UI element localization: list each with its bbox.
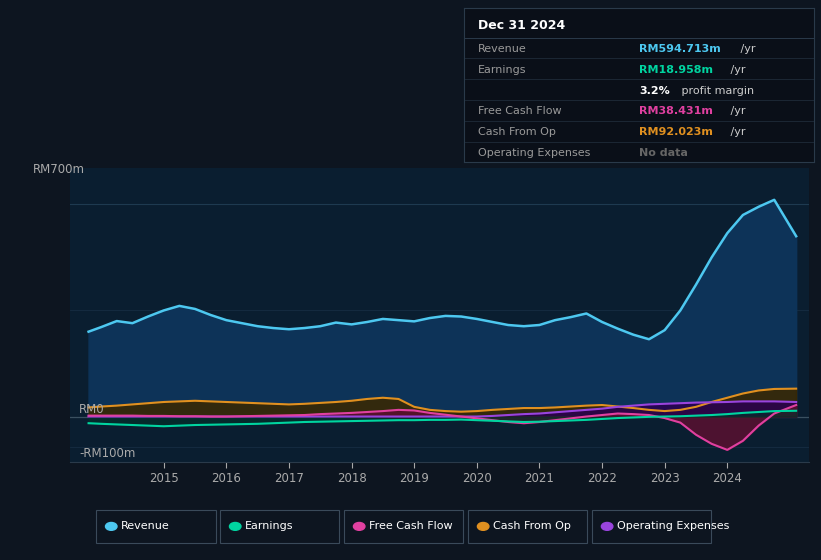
Text: RM18.958m: RM18.958m: [639, 65, 713, 75]
Text: Cash From Op: Cash From Op: [478, 127, 556, 137]
Text: 3.2%: 3.2%: [639, 86, 670, 96]
Text: RM38.431m: RM38.431m: [639, 106, 713, 116]
Text: Cash From Op: Cash From Op: [493, 521, 571, 531]
Text: Earnings: Earnings: [478, 65, 526, 75]
Text: profit margin: profit margin: [678, 86, 754, 96]
Text: No data: No data: [639, 148, 688, 158]
Text: RM0: RM0: [79, 403, 105, 416]
Text: RM594.713m: RM594.713m: [639, 44, 721, 54]
Text: Free Cash Flow: Free Cash Flow: [369, 521, 452, 531]
Text: Operating Expenses: Operating Expenses: [617, 521, 729, 531]
Text: Operating Expenses: Operating Expenses: [478, 148, 590, 158]
Text: /yr: /yr: [727, 65, 746, 75]
Text: Free Cash Flow: Free Cash Flow: [478, 106, 562, 116]
Text: Earnings: Earnings: [245, 521, 294, 531]
Text: RM700m: RM700m: [33, 164, 85, 176]
Text: Revenue: Revenue: [478, 44, 526, 54]
Text: /yr: /yr: [737, 44, 756, 54]
Text: RM92.023m: RM92.023m: [639, 127, 713, 137]
Text: Revenue: Revenue: [122, 521, 170, 531]
Text: /yr: /yr: [727, 127, 746, 137]
Text: /yr: /yr: [727, 106, 746, 116]
Text: -RM100m: -RM100m: [79, 447, 135, 460]
Text: Dec 31 2024: Dec 31 2024: [478, 19, 565, 32]
